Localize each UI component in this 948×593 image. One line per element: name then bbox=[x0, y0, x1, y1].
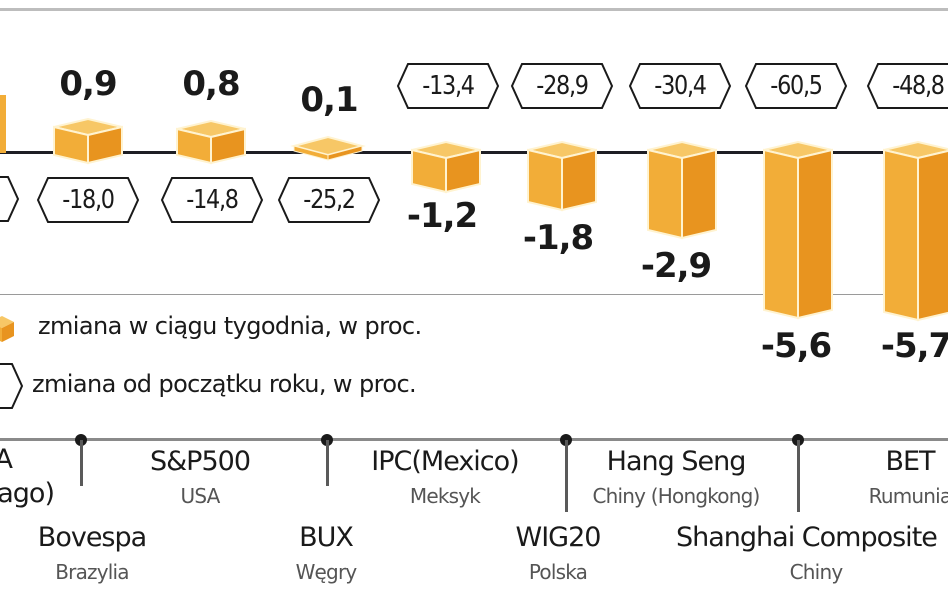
ytd-value-label: -18,0 bbox=[62, 185, 115, 215]
reference-line bbox=[0, 294, 948, 295]
weekly-value-label: 0,1 bbox=[300, 80, 358, 120]
axis-tick bbox=[80, 440, 83, 486]
index-country-bovespa: Brazylia bbox=[55, 560, 129, 584]
index-name-shanghai: Shanghai Composite bbox=[676, 522, 938, 553]
top-border-line bbox=[0, 8, 948, 11]
cube-bar-bet bbox=[883, 140, 948, 322]
legend-ytd-label: zmiana od początku roku, w proc. bbox=[32, 370, 417, 398]
ytd-value-label: -60,5 bbox=[770, 71, 823, 101]
legend-hexagon-icon bbox=[0, 362, 24, 410]
index-name-partial: A bbox=[0, 444, 13, 475]
index-name-ipc: IPC(Mexico) bbox=[371, 446, 519, 477]
index-country-bet: Rumunia bbox=[868, 484, 948, 508]
index-country-partial: ago) bbox=[0, 478, 55, 509]
weekly-value-label: -1,8 bbox=[522, 218, 594, 258]
cube-bar-bovespa bbox=[53, 117, 123, 165]
cube-bar-sp500 bbox=[176, 119, 246, 165]
legend-weekly-label: zmiana w ciągu tygodnia, w proc. bbox=[38, 312, 422, 340]
category-axis bbox=[0, 438, 948, 441]
index-country-sp500: USA bbox=[180, 484, 221, 508]
index-country-hangseng: Chiny (Hongkong) bbox=[592, 484, 761, 508]
weekly-value-label: -5,7 bbox=[880, 326, 948, 366]
weekly-value-label: -1,2 bbox=[406, 196, 478, 236]
legend-cube-icon bbox=[0, 316, 14, 342]
index-country-shanghai: Chiny bbox=[789, 560, 844, 584]
cube-bar-hangseng bbox=[647, 140, 717, 240]
cube-bar-wig20 bbox=[527, 140, 597, 212]
index-name-hangseng: Hang Seng bbox=[606, 446, 747, 477]
index-name-bet: BET bbox=[885, 446, 935, 477]
weekly-value-label: -2,9 bbox=[640, 246, 712, 286]
index-country-wig20: Polska bbox=[528, 560, 588, 584]
index-name-wig20: WIG20 bbox=[515, 522, 602, 553]
ytd-value-label: -14,8 bbox=[186, 185, 239, 215]
index-name-bux: BUX bbox=[299, 522, 354, 553]
cube-bar-bux bbox=[290, 135, 366, 161]
axis-tick bbox=[326, 440, 329, 486]
cube-bar-ipc bbox=[411, 140, 481, 194]
ytd-value-label: -48,8 bbox=[892, 71, 945, 101]
index-country-bux: Węgry bbox=[295, 560, 358, 584]
weekly-value-label: 0,8 bbox=[182, 64, 240, 104]
axis-tick bbox=[565, 440, 568, 512]
weekly-value-label: -5,6 bbox=[760, 326, 832, 366]
index-country-ipc: Meksyk bbox=[409, 484, 481, 508]
index-name-bovespa: Bovespa bbox=[37, 522, 147, 553]
partial-bar bbox=[0, 95, 6, 153]
index-name-sp500: S&P500 bbox=[149, 446, 251, 477]
ytd-value-label: -25,2 bbox=[303, 185, 356, 215]
ytd-value-label: -13,4 bbox=[422, 71, 475, 101]
ytd-value-label: -30,4 bbox=[654, 71, 707, 101]
ytd-value-label: -28,9 bbox=[536, 71, 589, 101]
cube-bar-shanghai bbox=[763, 140, 833, 320]
partial-hexagon bbox=[0, 175, 20, 223]
weekly-value-label: 0,9 bbox=[59, 64, 117, 104]
axis-tick bbox=[797, 440, 800, 512]
